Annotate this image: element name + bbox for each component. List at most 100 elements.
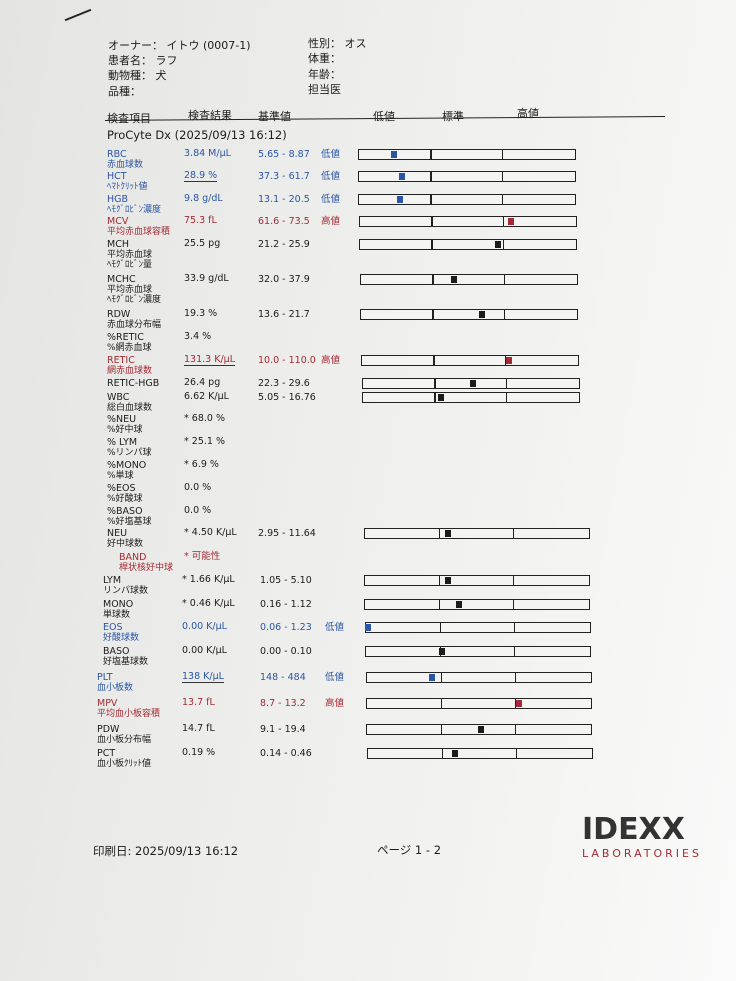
reference-range: 5.65 - 8.87 xyxy=(258,149,310,160)
result-value: * 可能性 xyxy=(184,551,221,562)
result-value: * 68.0 % xyxy=(184,413,225,424)
range-bar xyxy=(364,599,590,610)
result-value: 26.4 pg xyxy=(184,377,221,388)
reference-range: 13.6 - 21.7 xyxy=(258,309,310,320)
col-result: 検査結果 xyxy=(188,109,232,122)
range-bar xyxy=(365,646,591,657)
print-date: 印刷日: 2025/09/13 16:12 xyxy=(93,844,239,858)
test-name-jp: 好酸球数 xyxy=(103,633,140,643)
result-value: 0.00 K/µL xyxy=(182,645,227,656)
idexx-logo: IDEXX LABORATORIES xyxy=(582,813,702,861)
reference-range: 61.6 - 73.5 xyxy=(258,216,310,227)
result-value: 138 K/µL xyxy=(182,671,224,683)
test-name-jp: 平均赤血球 ﾍﾓｸﾞﾛﾋﾞﾝ濃度 xyxy=(107,285,162,305)
range-divider xyxy=(513,647,516,656)
result-marker xyxy=(365,624,372,631)
result-value: 28.9 % xyxy=(184,170,218,182)
range-bar xyxy=(360,309,578,320)
reference-range: 9.1 - 19.4 xyxy=(260,724,306,735)
range-divider xyxy=(501,150,503,159)
test-code: % LYM xyxy=(107,437,138,448)
reference-range: 0.14 - 0.46 xyxy=(260,748,312,759)
col-normal: 標準 xyxy=(442,110,464,123)
range-divider xyxy=(438,576,441,585)
flag-high: 高値 xyxy=(321,216,341,227)
result-value: * 0.46 K/µL xyxy=(182,598,235,609)
owner-label: オーナー： xyxy=(108,39,163,52)
reference-range: 21.2 - 25.9 xyxy=(258,239,310,250)
range-divider xyxy=(514,673,517,682)
result-marker xyxy=(470,380,477,387)
range-bar xyxy=(361,355,579,366)
test-code: RDW xyxy=(107,309,131,320)
test-name-jp: %好塩基球 xyxy=(107,517,152,527)
range-bar xyxy=(364,528,590,539)
reference-range: 10.0 - 110.0 xyxy=(258,355,316,366)
test-code: %MONO xyxy=(107,460,147,471)
result-marker xyxy=(478,311,485,318)
range-bar xyxy=(365,622,591,633)
weight-field: 体重： xyxy=(308,52,341,65)
result-value: 3.4 % xyxy=(184,331,212,342)
test-code: HGB xyxy=(107,194,129,205)
result-value: * 25.1 % xyxy=(184,436,225,447)
test-code: HCT xyxy=(107,171,127,182)
species-label: 動物種： xyxy=(108,69,152,82)
test-code: PLT xyxy=(97,672,113,683)
range-bar xyxy=(366,672,592,683)
result-value: 0.0 % xyxy=(184,505,212,516)
range-divider xyxy=(513,623,516,632)
test-name-jp: %リンパ球 xyxy=(107,448,152,458)
flag-low: 低値 xyxy=(321,149,341,160)
range-divider xyxy=(430,172,432,181)
owner-value: イトウ (0007-1) xyxy=(166,39,251,52)
range-bar xyxy=(362,392,580,403)
range-divider xyxy=(512,529,515,538)
flag-high: 高値 xyxy=(325,698,345,709)
patient-value: ラフ xyxy=(155,54,178,67)
range-divider xyxy=(439,623,442,632)
result-marker xyxy=(495,241,502,248)
reference-range: 0.16 - 1.12 xyxy=(260,599,312,610)
range-divider xyxy=(515,749,518,758)
result-value: 13.7 fL xyxy=(182,697,215,708)
result-value: 6.62 K/µL xyxy=(184,391,229,402)
reference-range: 37.3 - 61.7 xyxy=(258,171,310,182)
result-marker xyxy=(397,196,404,203)
col-reference: 基準値 xyxy=(258,110,291,123)
range-divider xyxy=(431,217,433,226)
range-divider xyxy=(503,275,505,284)
result-marker xyxy=(437,394,444,401)
range-divider xyxy=(440,725,443,734)
test-code: %NEU xyxy=(107,414,137,425)
result-marker xyxy=(456,601,463,608)
patient-label: 患者名： xyxy=(108,54,152,67)
reference-range: 22.3 - 29.6 xyxy=(258,378,310,389)
range-divider xyxy=(431,240,433,249)
test-code: %RETIC xyxy=(107,332,144,343)
pen-mark xyxy=(64,8,92,22)
range-bar xyxy=(358,149,576,160)
reference-range: 2.95 - 11.64 xyxy=(258,528,316,539)
result-marker xyxy=(399,173,406,180)
flag-low: 低値 xyxy=(325,672,345,683)
test-code: LYM xyxy=(103,575,122,586)
test-code: MPV xyxy=(97,698,118,709)
range-divider xyxy=(501,172,503,181)
range-divider xyxy=(438,529,441,538)
test-code: RBC xyxy=(107,149,127,160)
result-value: 33.9 g/dL xyxy=(184,273,229,284)
reference-range: 148 - 484 xyxy=(260,672,306,683)
test-code: PDW xyxy=(97,724,120,735)
result-value: 25.5 pg xyxy=(184,238,221,249)
test-code: %BASO xyxy=(107,506,143,517)
test-code: BAND xyxy=(119,552,147,563)
range-divider xyxy=(430,195,432,204)
test-name-jp: リンパ球数 xyxy=(103,586,149,596)
range-divider xyxy=(438,600,441,609)
range-divider xyxy=(434,393,436,402)
range-bar xyxy=(364,575,590,586)
range-divider xyxy=(441,749,444,758)
test-name-jp: 赤血球分布幅 xyxy=(107,320,162,330)
result-marker xyxy=(505,357,512,364)
